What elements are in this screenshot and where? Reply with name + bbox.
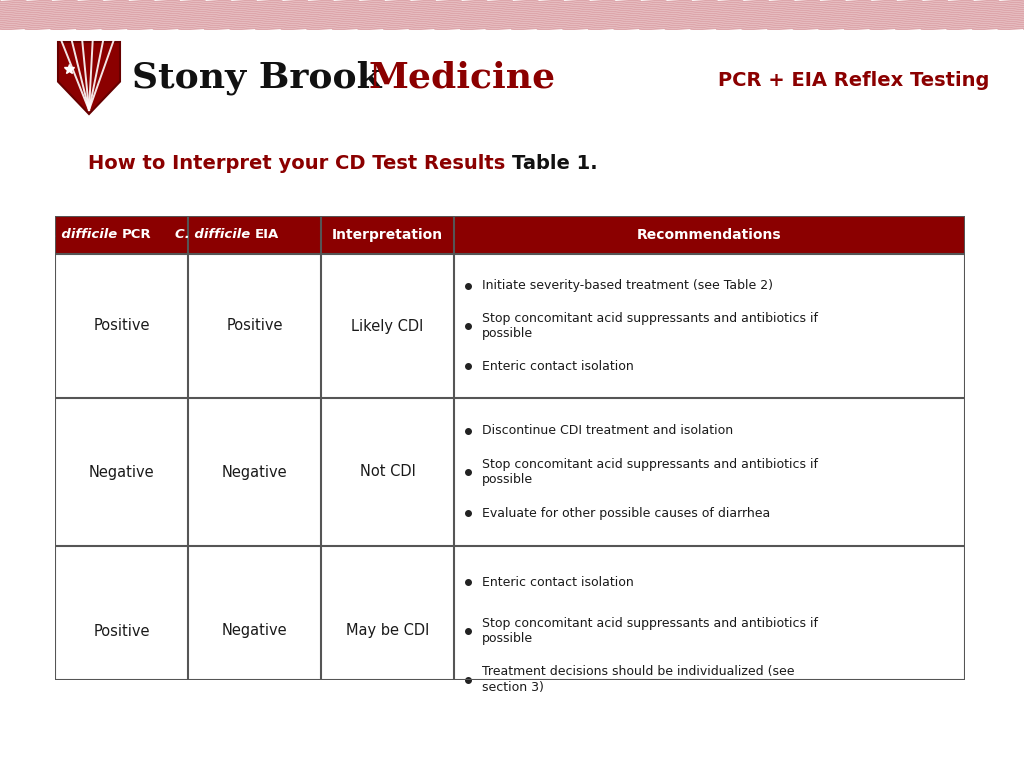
Text: EIA: EIA — [255, 229, 279, 241]
Text: Initiate severity-based treatment (see Table 2): Initiate severity-based treatment (see T… — [482, 280, 773, 293]
Text: May be CDI: May be CDI — [346, 624, 429, 638]
Text: Positive: Positive — [226, 319, 283, 333]
Text: Stony Brook: Stony Brook — [132, 61, 394, 95]
Text: Positive: Positive — [93, 319, 150, 333]
Text: Enteric contact isolation: Enteric contact isolation — [482, 359, 634, 372]
Text: C. difficile: C. difficile — [42, 229, 122, 241]
Text: Medicine: Medicine — [369, 61, 556, 95]
Text: C. difficile: C. difficile — [175, 229, 255, 241]
Text: Interpretation: Interpretation — [332, 228, 443, 242]
Text: Discontinue CDI treatment and isolation: Discontinue CDI treatment and isolation — [482, 424, 733, 437]
Text: Evaluate for other possible causes of diarrhea: Evaluate for other possible causes of di… — [482, 507, 770, 520]
Text: Positive: Positive — [93, 624, 150, 638]
Text: Not CDI: Not CDI — [359, 465, 416, 479]
Bar — [55, 216, 965, 254]
Text: Stop concomitant acid suppressants and antibiotics if
possible: Stop concomitant acid suppressants and a… — [482, 617, 818, 645]
Text: How to Interpret your CD Test Results: How to Interpret your CD Test Results — [88, 154, 512, 173]
Text: Negative: Negative — [89, 465, 155, 479]
Text: Enteric contact isolation: Enteric contact isolation — [482, 576, 634, 589]
Text: Treatment decisions should be individualized (see
section 3): Treatment decisions should be individual… — [482, 665, 795, 694]
Text: Negative: Negative — [221, 624, 288, 638]
Text: Stop concomitant acid suppressants and antibiotics if
possible: Stop concomitant acid suppressants and a… — [482, 458, 818, 486]
Text: Likely CDI: Likely CDI — [351, 319, 424, 333]
Text: PCR: PCR — [122, 229, 152, 241]
Text: Negative: Negative — [221, 465, 288, 479]
Text: Recommendations: Recommendations — [637, 228, 781, 242]
Polygon shape — [58, 42, 120, 114]
Text: PCR + EIA Reflex Testing: PCR + EIA Reflex Testing — [718, 71, 989, 90]
Text: Stop concomitant acid suppressants and antibiotics if
possible: Stop concomitant acid suppressants and a… — [482, 312, 818, 340]
Text: Table 1.: Table 1. — [512, 154, 598, 173]
